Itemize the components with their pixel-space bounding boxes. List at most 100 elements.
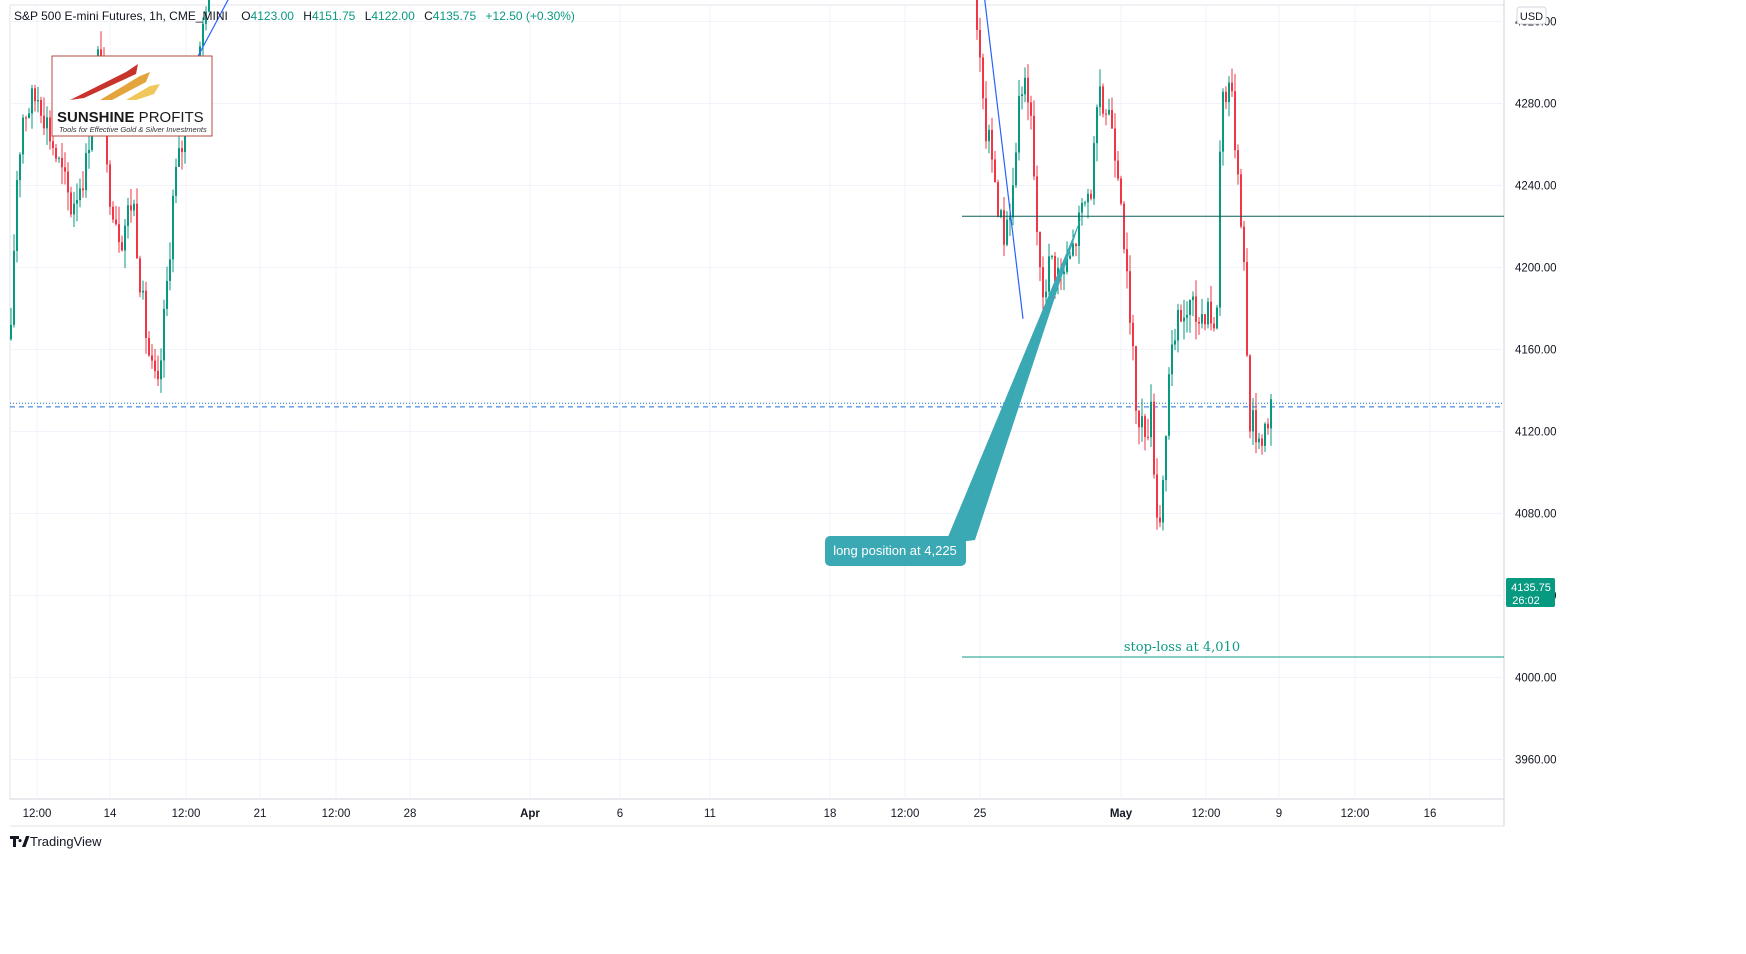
candle-body bbox=[1030, 102, 1032, 116]
callout-box bbox=[825, 536, 966, 566]
candle-body bbox=[1117, 160, 1119, 179]
candle-body bbox=[70, 192, 72, 215]
candle-body bbox=[1192, 296, 1194, 301]
time-tick-label: 12:00 bbox=[23, 808, 52, 820]
candle-body bbox=[1240, 174, 1242, 227]
horizontal-levels[interactable] bbox=[10, 0, 1504, 408]
candle-body bbox=[142, 290, 144, 293]
currency-button[interactable]: USD bbox=[1516, 6, 1547, 25]
candle-body bbox=[1012, 185, 1014, 218]
candle-body bbox=[133, 203, 135, 211]
candle-body bbox=[1009, 217, 1011, 220]
candle-body bbox=[172, 195, 174, 260]
candle-body bbox=[1243, 226, 1245, 263]
candle-body bbox=[25, 117, 27, 119]
candle-body bbox=[1000, 210, 1002, 218]
legend-header[interactable]: S&P 500 E-mini Futures, 1h, CME_MINI O41… bbox=[14, 9, 575, 23]
candle-body bbox=[208, 0, 210, 12]
candle-body bbox=[1216, 307, 1218, 329]
candle-body bbox=[49, 117, 51, 142]
time-tick-label: 12:00 bbox=[172, 808, 201, 820]
candle-body bbox=[1222, 91, 1224, 152]
candle-body bbox=[139, 258, 141, 293]
candle-body bbox=[1258, 438, 1260, 443]
candle-body bbox=[64, 167, 66, 172]
candle-body bbox=[1048, 256, 1050, 292]
candle-body bbox=[1159, 517, 1161, 523]
candle-body bbox=[1231, 82, 1233, 92]
time-tick-label: 25 bbox=[974, 808, 987, 820]
candle-body bbox=[19, 154, 21, 181]
candle-body bbox=[1234, 91, 1236, 151]
candle-body bbox=[175, 166, 177, 196]
time-tick-label: Apr bbox=[520, 808, 540, 820]
candle-body bbox=[202, 23, 204, 47]
candle-body bbox=[13, 250, 15, 325]
callout-label: long position at 4,225 bbox=[833, 543, 957, 558]
candle-body bbox=[1204, 314, 1206, 325]
grid bbox=[10, 5, 1504, 799]
sunshine-profits-logo: SUNSHINE PROFITS Tools for Effective Gol… bbox=[51, 55, 213, 137]
candle-body bbox=[1249, 355, 1251, 432]
candle-body bbox=[1174, 340, 1176, 345]
candle-body bbox=[1042, 267, 1044, 298]
price-tick-label: 4000.00 bbox=[1515, 673, 1557, 685]
trendlines[interactable] bbox=[174, 0, 1024, 319]
candle-body bbox=[1051, 256, 1053, 258]
candle-body bbox=[1129, 271, 1131, 323]
last-price-tag[interactable]: 4135.75 26:02 bbox=[1506, 578, 1555, 607]
logo-subtitle: Tools for Effective Gold & Silver Invest… bbox=[59, 125, 207, 134]
candle-body bbox=[1264, 423, 1266, 446]
candle-body bbox=[88, 149, 90, 154]
candle-body bbox=[1183, 317, 1185, 322]
candle-body bbox=[157, 370, 159, 380]
time-axis[interactable]: 12:00 14 12:00 21 12:00 28 Apr 6 11 18 12:00 25 May 1… bbox=[23, 808, 1437, 820]
candle-body bbox=[1093, 143, 1095, 199]
time-tick-label: 11 bbox=[704, 808, 716, 820]
candle-body bbox=[151, 355, 153, 361]
candle-body bbox=[1081, 202, 1083, 213]
price-axis[interactable]: 3960.004000.004040.004080.004120.004160.… bbox=[1515, 0, 1557, 767]
time-tick-label: 18 bbox=[824, 808, 837, 820]
candle-body bbox=[31, 88, 33, 114]
candle-body bbox=[181, 148, 183, 153]
candle-body bbox=[1246, 262, 1248, 356]
time-tick-label: 14 bbox=[104, 808, 117, 820]
candle-body bbox=[1201, 314, 1203, 324]
candle-body bbox=[1144, 416, 1146, 437]
callout-pointer bbox=[945, 215, 1082, 544]
candle-body bbox=[10, 324, 12, 340]
candle-body bbox=[1156, 474, 1158, 518]
candle-body bbox=[988, 129, 990, 142]
tradingview-logo[interactable]: TradingView bbox=[10, 834, 102, 849]
time-tick-label: May bbox=[1110, 808, 1133, 820]
candle-body bbox=[1207, 301, 1209, 325]
candle-body bbox=[1075, 243, 1077, 246]
trade-levels[interactable]: target profit at 4,470stop-loss at 4,010 bbox=[962, 0, 1504, 658]
candle-body bbox=[1105, 113, 1107, 115]
open-value: 4123.00 bbox=[251, 9, 295, 23]
plot-area[interactable] bbox=[9, 4, 1505, 800]
candle-body bbox=[991, 129, 993, 160]
candle-body bbox=[136, 203, 138, 259]
candle-body bbox=[100, 49, 102, 57]
candle-body bbox=[40, 100, 42, 116]
candle-body bbox=[1168, 374, 1170, 436]
candle-body bbox=[1153, 401, 1155, 475]
candle-body bbox=[1114, 128, 1116, 161]
candle-body bbox=[52, 141, 54, 148]
candle-body bbox=[1270, 399, 1272, 429]
candle-body bbox=[1135, 346, 1137, 411]
price-tick-label: 4280.00 bbox=[1515, 99, 1557, 111]
candle-body bbox=[1126, 249, 1128, 272]
candle-body bbox=[1063, 271, 1065, 274]
candle-body bbox=[1213, 323, 1215, 329]
time-tick-label: 12:00 bbox=[322, 808, 351, 820]
long-position-callout[interactable]: long position at 4,225 bbox=[825, 215, 1082, 566]
tradingview-icon bbox=[10, 836, 30, 847]
candle-body bbox=[1180, 309, 1182, 322]
candle-body bbox=[1195, 296, 1197, 322]
logo-title: SUNSHINE PROFITS bbox=[57, 109, 204, 126]
bar-countdown: 26:02 bbox=[1512, 595, 1540, 607]
